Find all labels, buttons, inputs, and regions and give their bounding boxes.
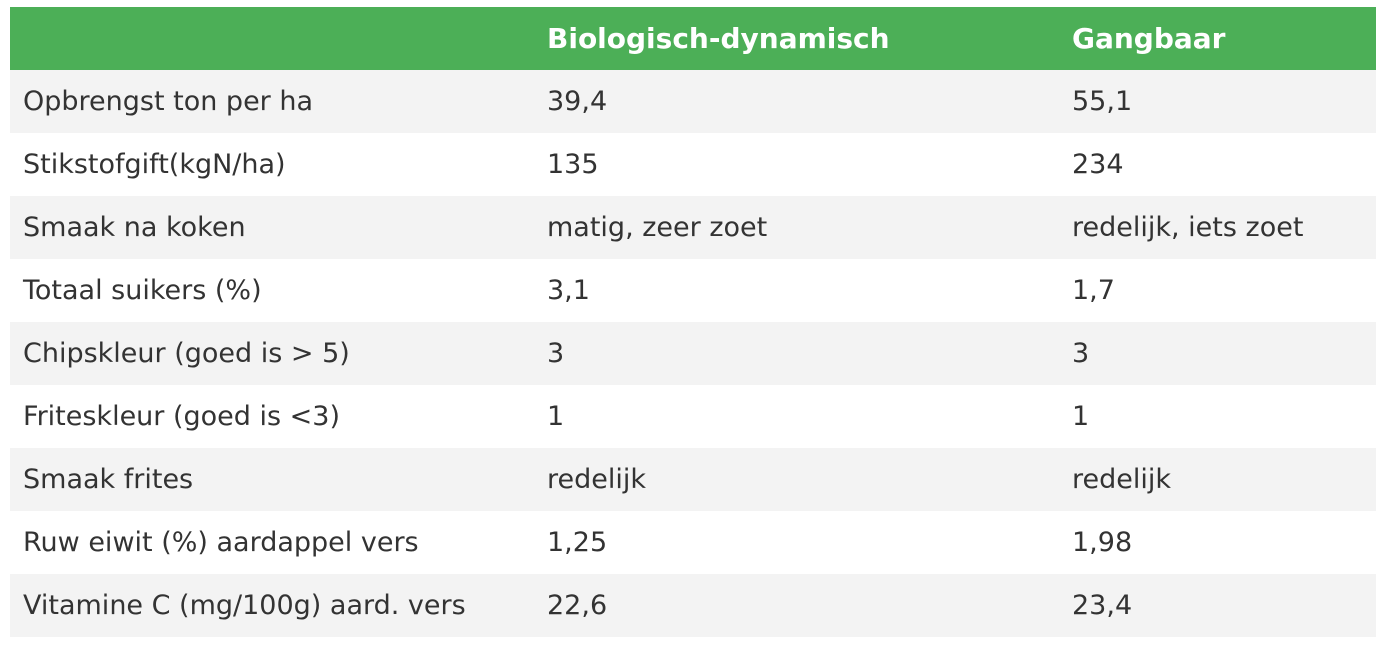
row-label: Chipskleur (goed is > 5) (23, 338, 350, 369)
row-label: Opbrengst ton per ha (23, 86, 314, 117)
gangbaar-value: redelijk, iets zoet (1072, 212, 1304, 243)
table-row: Smaak frites redelijk redelijk (10, 448, 1376, 511)
header-cell-label (10, 7, 534, 70)
gangbaar-value: 1,7 (1072, 275, 1115, 306)
row-label: Totaal suikers (%) (23, 275, 262, 306)
header-row: Biologisch-dynamisch Gangbaar (10, 7, 1376, 70)
gangbaar-value: 234 (1072, 149, 1124, 180)
gangbaar-value: 3 (1072, 338, 1090, 369)
table-row: Stikstofgift(kgN/ha) 135 234 (10, 133, 1376, 196)
comparison-table-container: Biologisch-dynamisch Gangbaar Opbrengst … (10, 7, 1376, 637)
table-row: Chipskleur (goed is > 5) 3 3 (10, 322, 1376, 385)
biologisch-dynamisch-value: 3,1 (547, 275, 590, 306)
table-row: Totaal suikers (%) 3,1 1,7 (10, 259, 1376, 322)
table-row: Opbrengst ton per ha 39,4 55,1 (10, 70, 1376, 133)
row-label: Friteskleur (goed is <3) (23, 401, 340, 432)
table-row: Friteskleur (goed is <3) 1 1 (10, 385, 1376, 448)
gangbaar-value: redelijk (1072, 464, 1172, 495)
biologisch-dynamisch-value: 1 (547, 401, 565, 432)
table-row: Ruw eiwit (%) aardappel vers 1,25 1,98 (10, 511, 1376, 574)
header-cell-biologisch-dynamisch: Biologisch-dynamisch (547, 22, 890, 55)
row-label: Vitamine C (mg/100g) aard. vers (23, 590, 466, 621)
biologisch-dynamisch-value: 3 (547, 338, 565, 369)
biologisch-dynamisch-value: 135 (547, 149, 599, 180)
row-label: Stikstofgift(kgN/ha) (23, 149, 286, 180)
table-body: Opbrengst ton per ha 39,4 55,1 Stikstofg… (10, 70, 1376, 637)
biologisch-dynamisch-value: matig, zeer zoet (547, 212, 768, 243)
header-cell-gangbaar: Gangbaar (1072, 22, 1226, 55)
gangbaar-value: 1 (1072, 401, 1090, 432)
comparison-table: Biologisch-dynamisch Gangbaar Opbrengst … (10, 7, 1376, 637)
gangbaar-value: 55,1 (1072, 86, 1133, 117)
row-label: Smaak frites (23, 464, 194, 495)
table-row: Vitamine C (mg/100g) aard. vers 22,6 23,… (10, 574, 1376, 637)
biologisch-dynamisch-value: redelijk (547, 464, 647, 495)
row-label: Smaak na koken (23, 212, 246, 243)
row-label: Ruw eiwit (%) aardappel vers (23, 527, 419, 558)
gangbaar-value: 1,98 (1072, 527, 1133, 558)
table-row: Smaak na koken matig, zeer zoet redelijk… (10, 196, 1376, 259)
biologisch-dynamisch-value: 1,25 (547, 527, 608, 558)
biologisch-dynamisch-value: 22,6 (547, 590, 608, 621)
table-header: Biologisch-dynamisch Gangbaar (10, 7, 1376, 70)
biologisch-dynamisch-value: 39,4 (547, 86, 608, 117)
gangbaar-value: 23,4 (1072, 590, 1133, 621)
